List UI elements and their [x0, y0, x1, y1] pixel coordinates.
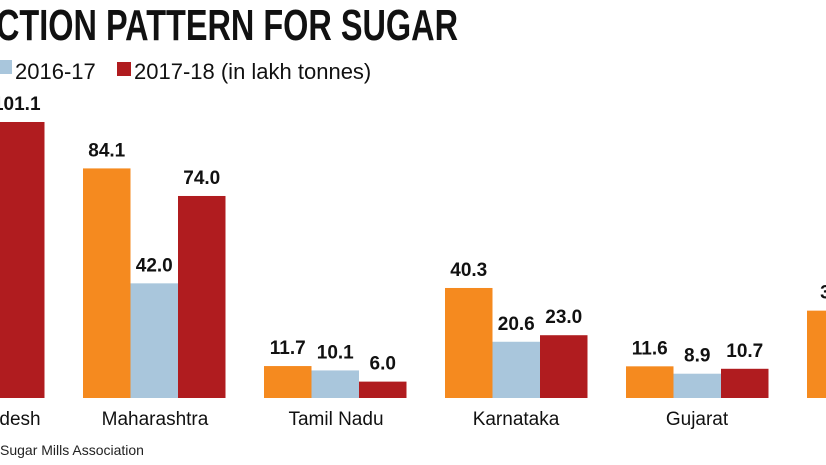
bar-tamil-nadu-s1	[311, 370, 359, 398]
bar-gujarat-s0	[626, 366, 674, 398]
bar-karnataka-s1	[492, 341, 540, 398]
bar-maharashtra-s0	[83, 168, 131, 398]
category-label: Tamil Nadu	[288, 409, 383, 430]
legend: 2016-17 2017-18 (in lakh tonnes)	[0, 59, 371, 84]
bar-tamil-nadu-s2	[359, 381, 407, 398]
value-label: 10.1	[317, 342, 354, 363]
bars: 84.1 11.7 40.3 11.6 32 42.0 10.1 20.6 8.9 101.1 74…	[0, 94, 826, 398]
source-note: Sugar Mills Association	[0, 442, 144, 458]
legend-label-2016-17: 2016-17	[15, 59, 96, 84]
value-label: 11.7	[270, 338, 306, 359]
category-label: desh	[0, 409, 41, 430]
bar-desh-s2	[0, 121, 45, 398]
value-label: 8.9	[684, 346, 710, 367]
value-label: 6.0	[370, 354, 396, 375]
value-label: 32	[820, 283, 826, 304]
legend-label-2017-18: 2017-18 (in lakh tonnes)	[134, 59, 371, 84]
legend-swatch-2016-17	[0, 60, 12, 74]
bar-karnataka-s2	[540, 335, 588, 398]
bar-maharashtra-s2	[178, 195, 226, 398]
bar-partial-s0	[807, 310, 826, 398]
bar-gujarat-s2	[721, 368, 769, 398]
category-label: Gujarat	[666, 409, 729, 430]
chart-title: CTION PATTERN FOR SUGAR	[0, 1, 458, 50]
value-label: 20.6	[498, 314, 535, 335]
category-label: Maharashtra	[102, 409, 209, 430]
bar-maharashtra-s1	[130, 283, 178, 398]
bar-karnataka-s0	[445, 287, 493, 398]
bar-gujarat-s1	[673, 373, 721, 398]
value-label: 84.1	[88, 140, 125, 161]
value-label: 42.0	[136, 255, 173, 276]
value-label: 40.3	[450, 260, 487, 281]
value-label: 23.0	[545, 307, 582, 328]
value-label: 10.7	[726, 341, 763, 362]
value-label: 101.1	[0, 94, 41, 115]
value-label: 74.0	[183, 168, 220, 189]
category-label: Karnataka	[473, 409, 560, 430]
bar-tamil-nadu-s0	[264, 366, 312, 398]
value-label: 11.6	[632, 338, 668, 359]
category-labels: desh Maharashtra Tamil Nadu Karnataka Gujara…	[0, 409, 729, 430]
legend-swatch-2017-18	[117, 62, 131, 76]
